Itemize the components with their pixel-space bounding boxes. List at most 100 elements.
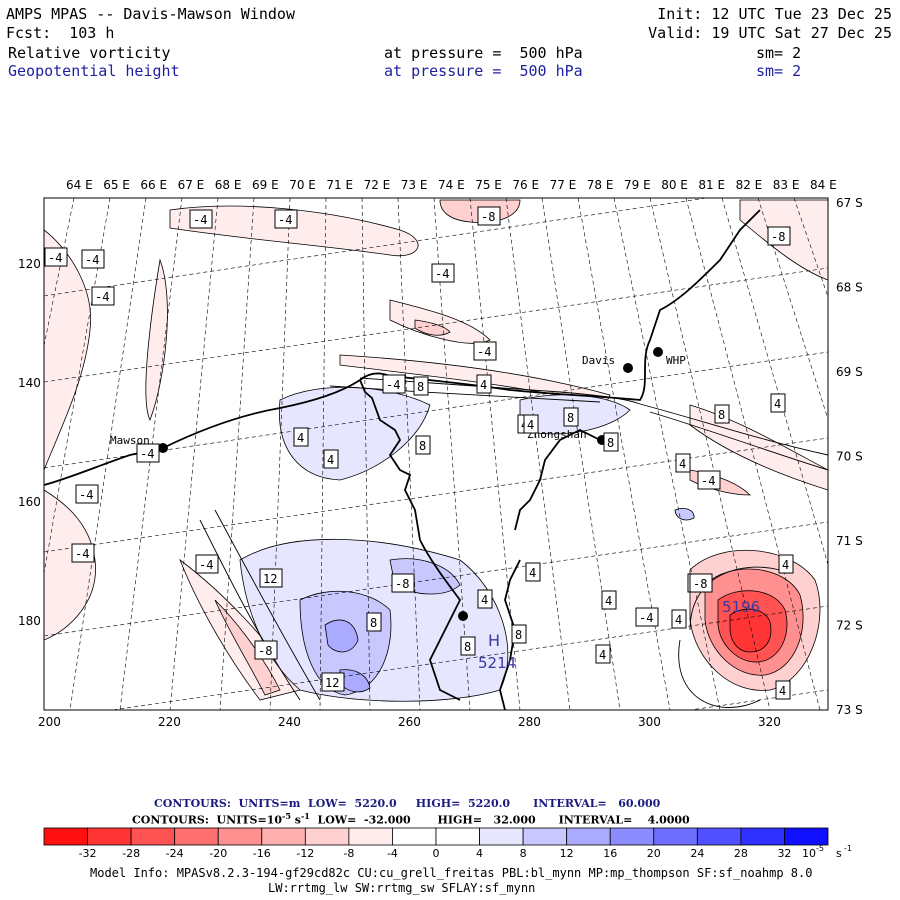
- svg-text:10: 10: [802, 847, 816, 860]
- field1-name: Relative vorticity: [8, 44, 171, 62]
- height-contours: [199, 377, 828, 708]
- high-symbol: H: [488, 631, 500, 650]
- pressure-centers: H 5214 5196: [478, 598, 760, 672]
- contour-label: -4: [477, 345, 491, 359]
- contour-label-box: [778, 554, 794, 574]
- contour-label-box: [477, 589, 493, 609]
- colorbar-swatch: [392, 827, 437, 846]
- contour-label-box: [415, 435, 431, 455]
- lon-label: 79 E: [624, 178, 651, 192]
- contour-label-box: [75, 484, 99, 504]
- contour-label-box: [431, 263, 455, 283]
- coastline: [44, 209, 761, 710]
- contour-label-box: [473, 341, 497, 361]
- contour-label-box: [767, 226, 791, 246]
- lat-label: 68 S: [836, 281, 863, 295]
- colorbar-swatch: [261, 827, 306, 846]
- contour-label: -8: [481, 210, 495, 224]
- field2-name: Geopotential height: [8, 62, 180, 80]
- contour-label: 4: [774, 397, 781, 411]
- y-tick-label: 160: [18, 495, 41, 509]
- low-value: 5196: [722, 598, 760, 616]
- plot-title: AMPS MPAS -- Davis-Mawson Window: [6, 5, 295, 23]
- lat-label: 70 S: [836, 450, 863, 464]
- contour-label-box: [511, 624, 527, 644]
- contour-label-box: [254, 640, 278, 660]
- high-value: 5214: [478, 654, 516, 672]
- lat-label: 69 S: [836, 365, 863, 379]
- lon-label: 66 E: [140, 178, 167, 192]
- contour-label-box: [323, 449, 339, 469]
- contour-label: -4: [199, 558, 213, 572]
- colorbar-swatch: [609, 827, 655, 846]
- colorbar-tick-label: -16: [253, 847, 271, 860]
- colorbar-tick-label: -32: [79, 847, 97, 860]
- svg-text:-5: -5: [816, 844, 824, 853]
- contour-label: -4: [48, 251, 62, 265]
- contour-label: -4: [435, 267, 449, 281]
- field2-smoothing: sm= 2: [756, 62, 802, 80]
- colorbar-tick-label: -28: [122, 847, 140, 860]
- colorbar-swatch: [566, 827, 611, 846]
- colorbar-swatch: [87, 827, 132, 846]
- contour-label-box: [81, 249, 105, 269]
- contour-label-box: [382, 374, 406, 394]
- station-label-zhongshan: Zhongshan: [527, 428, 587, 441]
- colorbar-swatch: [784, 827, 829, 846]
- y-grid-ticks: 120 140 160 180: [18, 257, 41, 628]
- contour-label: 4: [481, 593, 488, 607]
- lon-label: 70 E: [289, 178, 316, 192]
- latitude-labels: 67 S 68 S 69 S 70 S 71 S 72 S 73 S: [836, 196, 863, 717]
- contour-labels: -4 -4 -8 -4 -4 -4 -4 -4 -4 -8 -4 4 8 4 4 8 8 4 8 4 8 -4 -4 -4 4 -…: [44, 206, 794, 700]
- lon-label: 65 E: [103, 178, 130, 192]
- station-dot-mawson: [158, 443, 168, 453]
- lon-label: 81 E: [698, 178, 725, 192]
- colorbar-swatch: [130, 827, 176, 846]
- colorbar-swatch: [174, 827, 219, 846]
- contour-label-box: [689, 573, 713, 593]
- contour-label: 4: [527, 418, 534, 432]
- contour-label: -8: [395, 577, 409, 591]
- colorbar-swatch: [740, 827, 785, 846]
- contour-label-box: [563, 407, 579, 427]
- contour-label-box: [525, 562, 541, 582]
- contour-label-box: [601, 590, 617, 610]
- contour-label: 8: [464, 640, 471, 654]
- contour-label: 8: [370, 616, 377, 630]
- contour-label: -4: [79, 488, 93, 502]
- lon-label: 75 E: [475, 178, 502, 192]
- contour-label: 8: [607, 436, 614, 450]
- station-label-whp: WHP: [666, 354, 686, 367]
- contour-label-box: [476, 374, 492, 394]
- colorbar-labels: -32 -28 -24 -20 -16 -12 -8 -4 0 4 8 12 16 20 24 28 32: [79, 847, 792, 860]
- lon-label: 71 E: [326, 178, 353, 192]
- colorbar-unit: 10 -5 s -1: [802, 844, 852, 860]
- contour-label-box: [391, 573, 415, 593]
- colorbar-swatch: [304, 827, 350, 846]
- lon-label: 73 E: [401, 178, 428, 192]
- colorbar-tick-label: -24: [166, 847, 184, 860]
- x-tick-label: 300: [638, 715, 661, 729]
- colorbar-tick-label: 8: [520, 847, 527, 860]
- contour-label-box: [714, 404, 730, 424]
- colorbar-tick-label: 24: [690, 847, 704, 860]
- colorbar-swatch: [479, 827, 524, 846]
- contour-label-box: [195, 554, 219, 574]
- contour-label: 4: [297, 431, 304, 445]
- contour-label-box: [293, 427, 309, 447]
- colorbar-tick-label: 0: [433, 847, 440, 860]
- contour-label: 4: [327, 453, 334, 467]
- contour-label-box: [321, 672, 345, 692]
- contour-label: 12: [325, 676, 339, 690]
- contour-label-box: [274, 209, 298, 229]
- contour-label: 8: [718, 408, 725, 422]
- contour-label-box: [460, 636, 476, 656]
- station-label-davis: Davis: [582, 354, 615, 367]
- contour-label: 8: [419, 439, 426, 453]
- svg-text:s: s: [836, 847, 842, 860]
- init-time: Init: 12 UTC Tue 23 Dec 25: [657, 5, 892, 23]
- colorbar-tick-label: 4: [476, 847, 483, 860]
- contour-label-box: [671, 609, 687, 629]
- contour-label-box: [189, 209, 213, 229]
- contour-label: -4: [701, 474, 715, 488]
